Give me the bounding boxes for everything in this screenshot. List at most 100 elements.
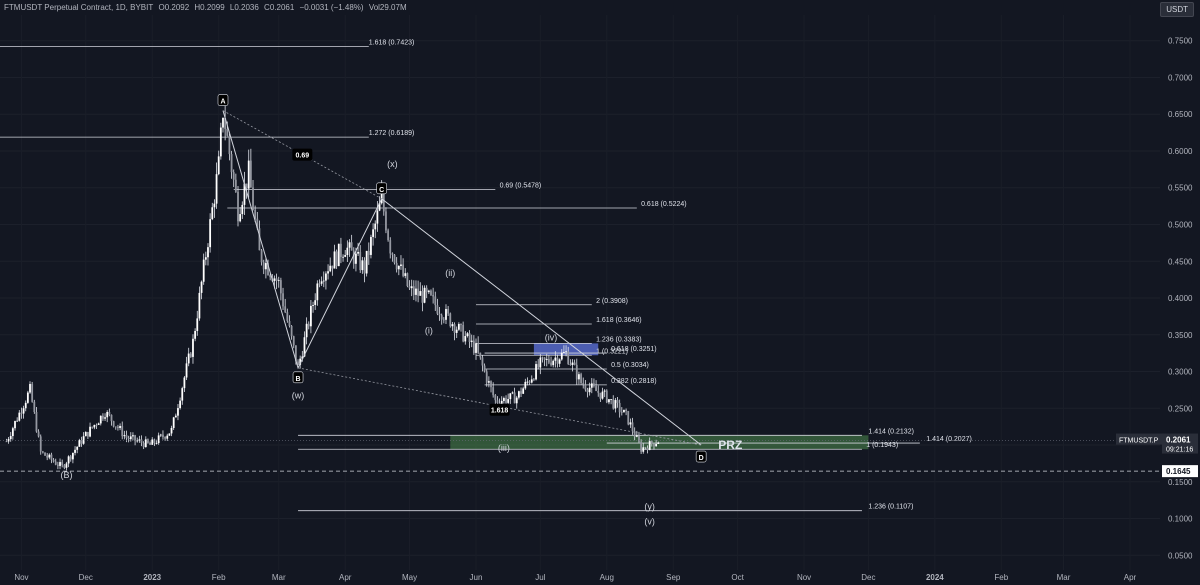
candle-body [352,250,355,264]
candle-body [558,359,561,364]
candle-body [322,280,325,282]
candle-body [239,214,242,222]
candle-body [333,251,336,269]
close-value: C0.2061 [264,3,295,12]
time-tick-label: Apr [1124,573,1137,582]
candle-body [123,435,126,437]
candle-body [108,411,111,415]
candle-body [490,381,492,388]
candle-body [646,447,649,450]
ratio-ab-label: 0.69 [296,153,310,160]
candle-body [200,281,203,293]
candle-body [657,442,660,444]
candle-body [84,431,87,437]
candle-body [307,323,310,327]
time-tick-label: Apr [339,573,352,582]
candle-body [608,399,610,403]
candle-body [127,438,130,440]
candle-body [110,414,113,422]
candle-body [249,160,252,188]
candle-body [252,187,254,210]
fib-label: 1.618 (0.3646) [596,317,642,324]
candle-body [181,388,184,401]
candle-body [125,435,128,439]
candle-body [367,250,370,255]
pattern-point-label: B [296,376,301,383]
time-tick-label: Feb [212,573,226,582]
candle-body [174,415,177,418]
candle-body [286,312,289,321]
candle-body [56,464,59,466]
candle-body [400,264,402,266]
candle-body [584,384,587,390]
candle-body [511,392,514,394]
candle-body [202,259,205,282]
candle-body [35,411,38,432]
candle-body [104,417,106,419]
fib-label: 0.618 (0.3251) [611,346,657,353]
candle-body [46,455,49,458]
candle-body [533,379,535,381]
candle-body [590,383,593,388]
price-axis[interactable]: 0.7500 0.7000 0.6500 0.6000 0.5500 0.5000 0.45… [1160,0,1200,585]
candle-body [318,283,321,285]
change-value: −0.0031 (−1.48%) [299,3,364,12]
candle-body [151,439,154,445]
price-tick-label: 0.3000 [1168,368,1193,377]
candle-body [376,210,379,224]
candle-body [601,391,604,399]
candle-body [385,211,387,231]
candle-body [76,446,79,450]
candle-body [419,291,422,296]
candle-body [310,305,312,327]
candle-body [453,324,456,333]
candle-body [26,392,29,403]
candle-body [185,363,188,378]
candle-body [39,436,42,452]
candle-body [114,426,117,428]
candle-body [335,251,338,267]
fib-label: 1.272 (0.6189) [369,130,415,137]
dashed-level-label: 0.1645 [1166,467,1191,476]
candle-body [196,318,199,331]
time-axis[interactable]: Nov Dec 2023 Feb Mar Apr May Jun Jul Aug Sep Oct Nov… [14,573,1136,582]
fib-label: 1.414 (0.2132) [868,428,914,435]
candle-body [410,286,413,289]
candle-body [61,462,64,466]
price-tick-label: 0.3500 [1168,331,1193,340]
candle-body [627,411,630,425]
candle-body [569,363,572,365]
price-tick-label: 0.0500 [1168,551,1193,560]
candle-body [635,435,638,437]
candle-body [548,358,550,363]
price-tags: FTMUSDT.P 0.2061 09:21:16 0.1645 [0,433,1198,478]
candle-body [494,395,497,401]
currency-button[interactable]: USDT [1160,2,1194,17]
candle-body [575,364,578,380]
candle-body [380,191,383,204]
candle-body [204,257,207,260]
price-tick-label: 0.4500 [1168,257,1193,266]
candle-body [543,357,546,360]
fib-label: 2 (0.3908) [596,298,628,305]
candle-body [9,436,12,440]
candle-body [74,449,76,453]
candle-body [294,345,297,362]
candle-body [29,384,31,393]
candle-body [342,256,344,258]
candle-body [11,428,14,437]
time-tick-label: May [402,573,417,582]
candle-body [305,323,308,338]
candle-body [586,389,589,393]
symbol-title[interactable]: FTMUSDT Perpetual Contract, 1D, BYBIT [4,3,154,12]
candle-body [292,336,295,346]
candle-body [507,399,510,403]
candle-body [638,435,640,442]
candle-body [391,253,394,255]
candle-body [59,462,61,466]
candle-body [524,381,527,389]
candle-body [33,401,36,412]
candle-body [550,362,552,366]
candle-body [194,330,197,339]
